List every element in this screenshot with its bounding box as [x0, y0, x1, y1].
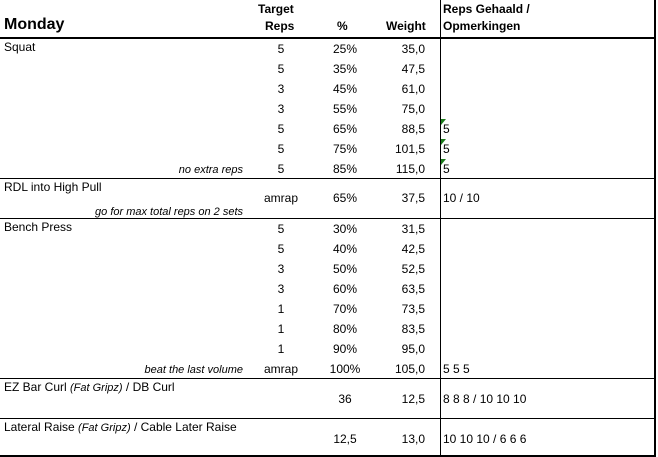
percentage: 35% [332, 62, 358, 76]
percentage: 30% [332, 222, 358, 236]
bottom-border [0, 455, 656, 457]
exercise-block: Squat 5 25% 35,0 5 35% 47,5 3 45% 61,0 3 55% 75,0 5 65… [0, 39, 655, 179]
exercise-note: beat the last volume [144, 364, 243, 376]
exercise-block: Bench Press 5 30% 31,5 5 40% 42,5 3 50% 52,5 3 60% 6… [0, 219, 655, 379]
weight: 13,0 [401, 432, 425, 446]
reps-header-line2: Reps [265, 19, 295, 33]
weight: 83,5 [401, 322, 425, 336]
target-reps: 5 [277, 42, 285, 56]
weight: 47,5 [401, 62, 425, 76]
target-reps: 5 [277, 122, 285, 136]
target-reps: 3 [277, 102, 285, 116]
exercise-name-part: / Cable Later Raise [130, 420, 237, 434]
exercise-name-part: (Fat Gripz) [70, 382, 123, 394]
weight: 73,5 [401, 302, 425, 316]
percentage: 65% [332, 122, 358, 136]
reps-achieved[interactable]: 10 / 10 [443, 191, 480, 205]
exercise-block: Lateral Raise (Fat Gripz) / Cable Later … [0, 419, 655, 455]
percentage: 80% [332, 322, 358, 336]
exercise-name-part: Lateral Raise [4, 420, 79, 434]
target-reps: 1 [277, 342, 285, 356]
target-reps: 3 [277, 282, 285, 296]
exercise-name-part: EZ Bar Curl [4, 380, 71, 394]
exercise-name: Bench Press [4, 220, 73, 234]
exercise-name-part: / DB Curl [122, 380, 175, 394]
header-row: Monday Target Reps % Weight Reps Gehaald… [0, 0, 655, 39]
target-reps: 5 [277, 62, 285, 76]
exercise-name: Lateral Raise (Fat Gripz) / Cable Later … [4, 420, 237, 435]
reps-achieved[interactable]: 5 [443, 142, 450, 156]
reps-achieved[interactable]: 8 8 8 / 10 10 10 [443, 392, 527, 406]
right-border [654, 0, 656, 457]
reps-achieved[interactable]: 5 5 5 [443, 362, 470, 376]
target-reps: 5 [277, 142, 285, 156]
column-divider [440, 0, 441, 455]
percentage: 40% [332, 242, 358, 256]
percentage: 100% [329, 362, 361, 376]
reps-achieved[interactable]: 5 [443, 122, 450, 136]
weight: 12,5 [401, 392, 425, 406]
reps-achieved[interactable]: 10 10 10 / 6 6 6 [443, 432, 527, 446]
reps-header-line1: Target [258, 2, 294, 16]
percentage: 25% [332, 42, 358, 56]
weight: 61,0 [401, 82, 425, 96]
percentage: 45% [332, 82, 358, 96]
weight: 75,0 [401, 102, 425, 116]
percentage: 12,5 [333, 432, 357, 446]
pct-header: % [337, 19, 348, 33]
weight: 115,0 [395, 162, 425, 176]
target-reps: amrap [263, 362, 298, 376]
percentage: 70% [332, 302, 358, 316]
weight: 101,5 [394, 142, 425, 156]
notes-header-line2: Opmerkingen [443, 19, 521, 33]
target-reps: 5 [277, 222, 285, 236]
comment-indicator-icon [441, 159, 446, 165]
day-title: Monday [4, 16, 65, 33]
exercise-block: EZ Bar Curl (Fat Gripz) / DB Curl 36 12,5 8… [0, 379, 655, 419]
exercise-name-part: (Fat Gripz) [78, 422, 131, 434]
weight: 31,5 [401, 222, 425, 236]
target-reps: 5 [277, 162, 285, 176]
exercise-note: no extra reps [178, 164, 243, 176]
weight: 88,5 [401, 122, 425, 136]
percentage: 50% [332, 262, 358, 276]
weight: 95,0 [401, 342, 425, 356]
target-reps: 1 [277, 302, 285, 316]
notes-header-line1: Reps Gehaald / [443, 2, 530, 16]
weight: 63,5 [401, 282, 425, 296]
target-reps: 3 [277, 82, 285, 96]
exercise-name: Squat [4, 40, 36, 54]
weight-header: Weight [386, 19, 426, 33]
target-reps: 5 [277, 242, 285, 256]
target-reps: amrap [263, 191, 298, 205]
exercise-note: go for max total reps on 2 sets [95, 206, 243, 218]
weight: 52,5 [401, 262, 425, 276]
percentage: 90% [332, 342, 358, 356]
weight: 35,0 [401, 42, 425, 56]
reps-achieved[interactable]: 5 [443, 162, 450, 176]
target-reps: 3 [277, 262, 285, 276]
comment-indicator-icon [441, 139, 446, 145]
percentage: 65% [332, 191, 358, 205]
percentage: 75% [332, 142, 358, 156]
percentage: 85% [332, 162, 358, 176]
exercise-block: RDL into High Pull amrap 65% 37,5 10 / 10 go … [0, 179, 655, 219]
weight: 42,5 [401, 242, 425, 256]
weight: 105,0 [394, 362, 425, 376]
percentage: 55% [332, 102, 358, 116]
comment-indicator-icon [441, 119, 446, 125]
percentage: 60% [332, 282, 358, 296]
exercise-name: EZ Bar Curl (Fat Gripz) / DB Curl [4, 380, 175, 395]
percentage: 36 [338, 392, 352, 406]
exercise-name: RDL into High Pull [4, 180, 102, 194]
target-reps: 1 [277, 322, 285, 336]
weight: 37,5 [401, 191, 425, 205]
